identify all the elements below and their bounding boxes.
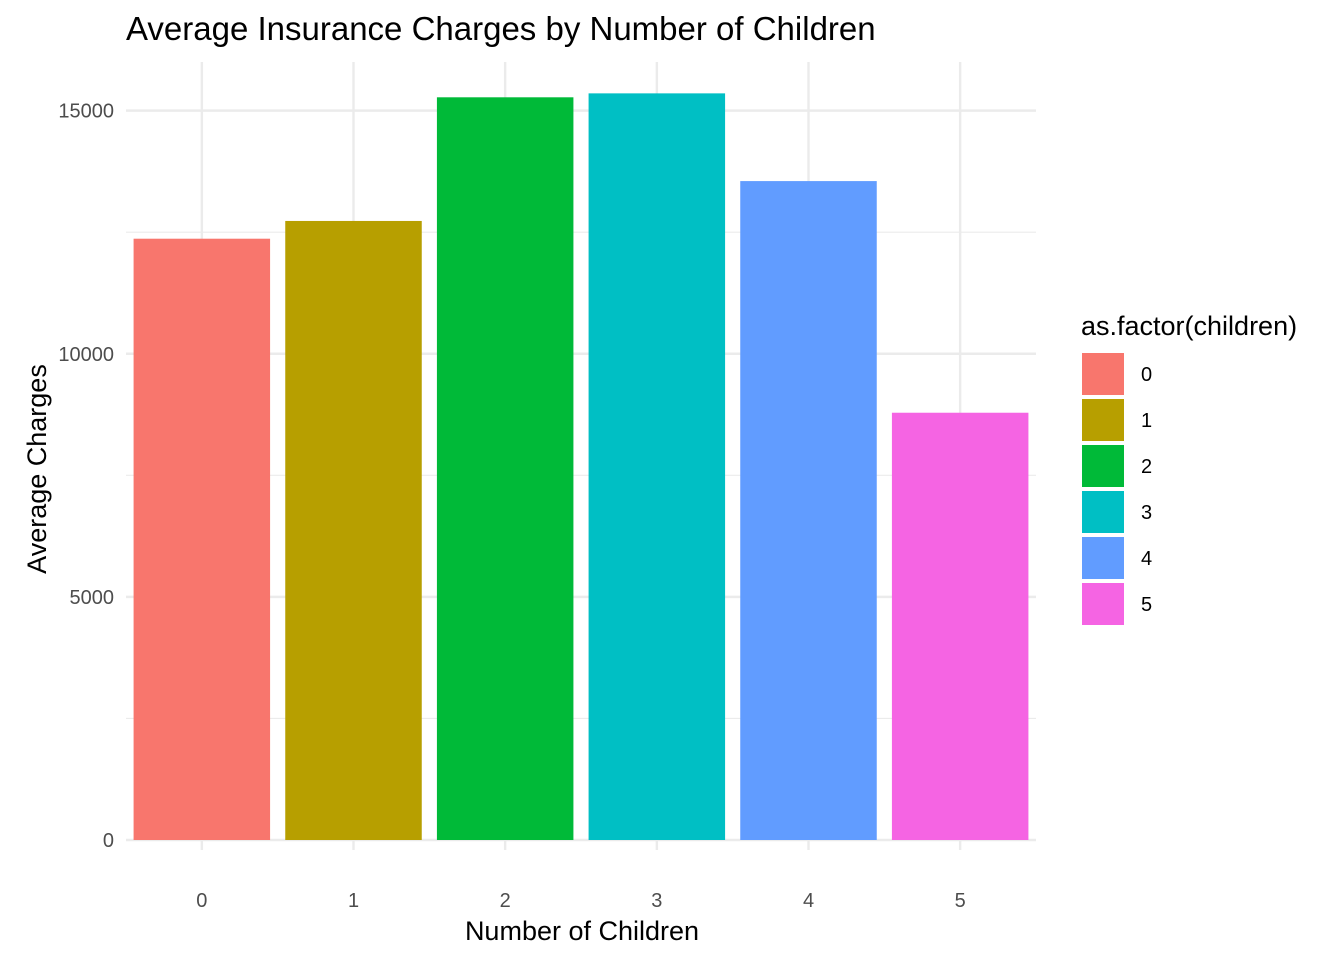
y-tick-label: 0 [103, 830, 114, 852]
legend-key-2 [1082, 445, 1124, 487]
legend-label: 0 [1141, 364, 1152, 386]
bar-0 [133, 238, 271, 840]
bar-4 [740, 181, 877, 840]
legend-label: 1 [1141, 410, 1152, 432]
x-tick-label: 3 [651, 890, 662, 912]
legend-key-3 [1082, 491, 1124, 533]
legend-key-1 [1082, 399, 1124, 441]
x-tick-label: 1 [348, 890, 359, 912]
y-axis-ticks: 0 5000 10000 15000 [58, 101, 114, 852]
legend-label: 3 [1141, 502, 1152, 524]
legend-items: 0 1 2 3 4 5 [1082, 353, 1152, 625]
legend-key-0 [1082, 353, 1124, 395]
legend: as.factor(children) 0 1 2 3 4 5 [1081, 311, 1297, 625]
x-axis-title: Number of Children [465, 916, 699, 946]
x-tick-label: 2 [500, 890, 511, 912]
bar-2 [436, 97, 574, 840]
legend-label: 5 [1141, 594, 1152, 616]
x-tick-label: 0 [196, 890, 207, 912]
bar-5 [891, 412, 1029, 840]
legend-key-5 [1082, 583, 1124, 625]
x-tick-label: 4 [803, 890, 814, 912]
y-tick-label: 5000 [70, 587, 115, 609]
x-axis-ticks: 0 1 2 3 4 5 [196, 890, 965, 912]
bar-3 [588, 93, 726, 840]
legend-label: 2 [1141, 456, 1152, 478]
chart-title: Average Insurance Charges by Number of C… [126, 10, 876, 47]
bars [133, 93, 1029, 840]
bar-1 [285, 220, 422, 840]
legend-label: 4 [1141, 548, 1152, 570]
y-tick-label: 15000 [58, 101, 114, 123]
legend-title: as.factor(children) [1081, 311, 1297, 341]
x-tick-label: 5 [955, 890, 966, 912]
y-axis-title: Average Charges [22, 364, 52, 574]
legend-key-4 [1082, 537, 1124, 579]
y-tick-label: 10000 [58, 344, 114, 366]
